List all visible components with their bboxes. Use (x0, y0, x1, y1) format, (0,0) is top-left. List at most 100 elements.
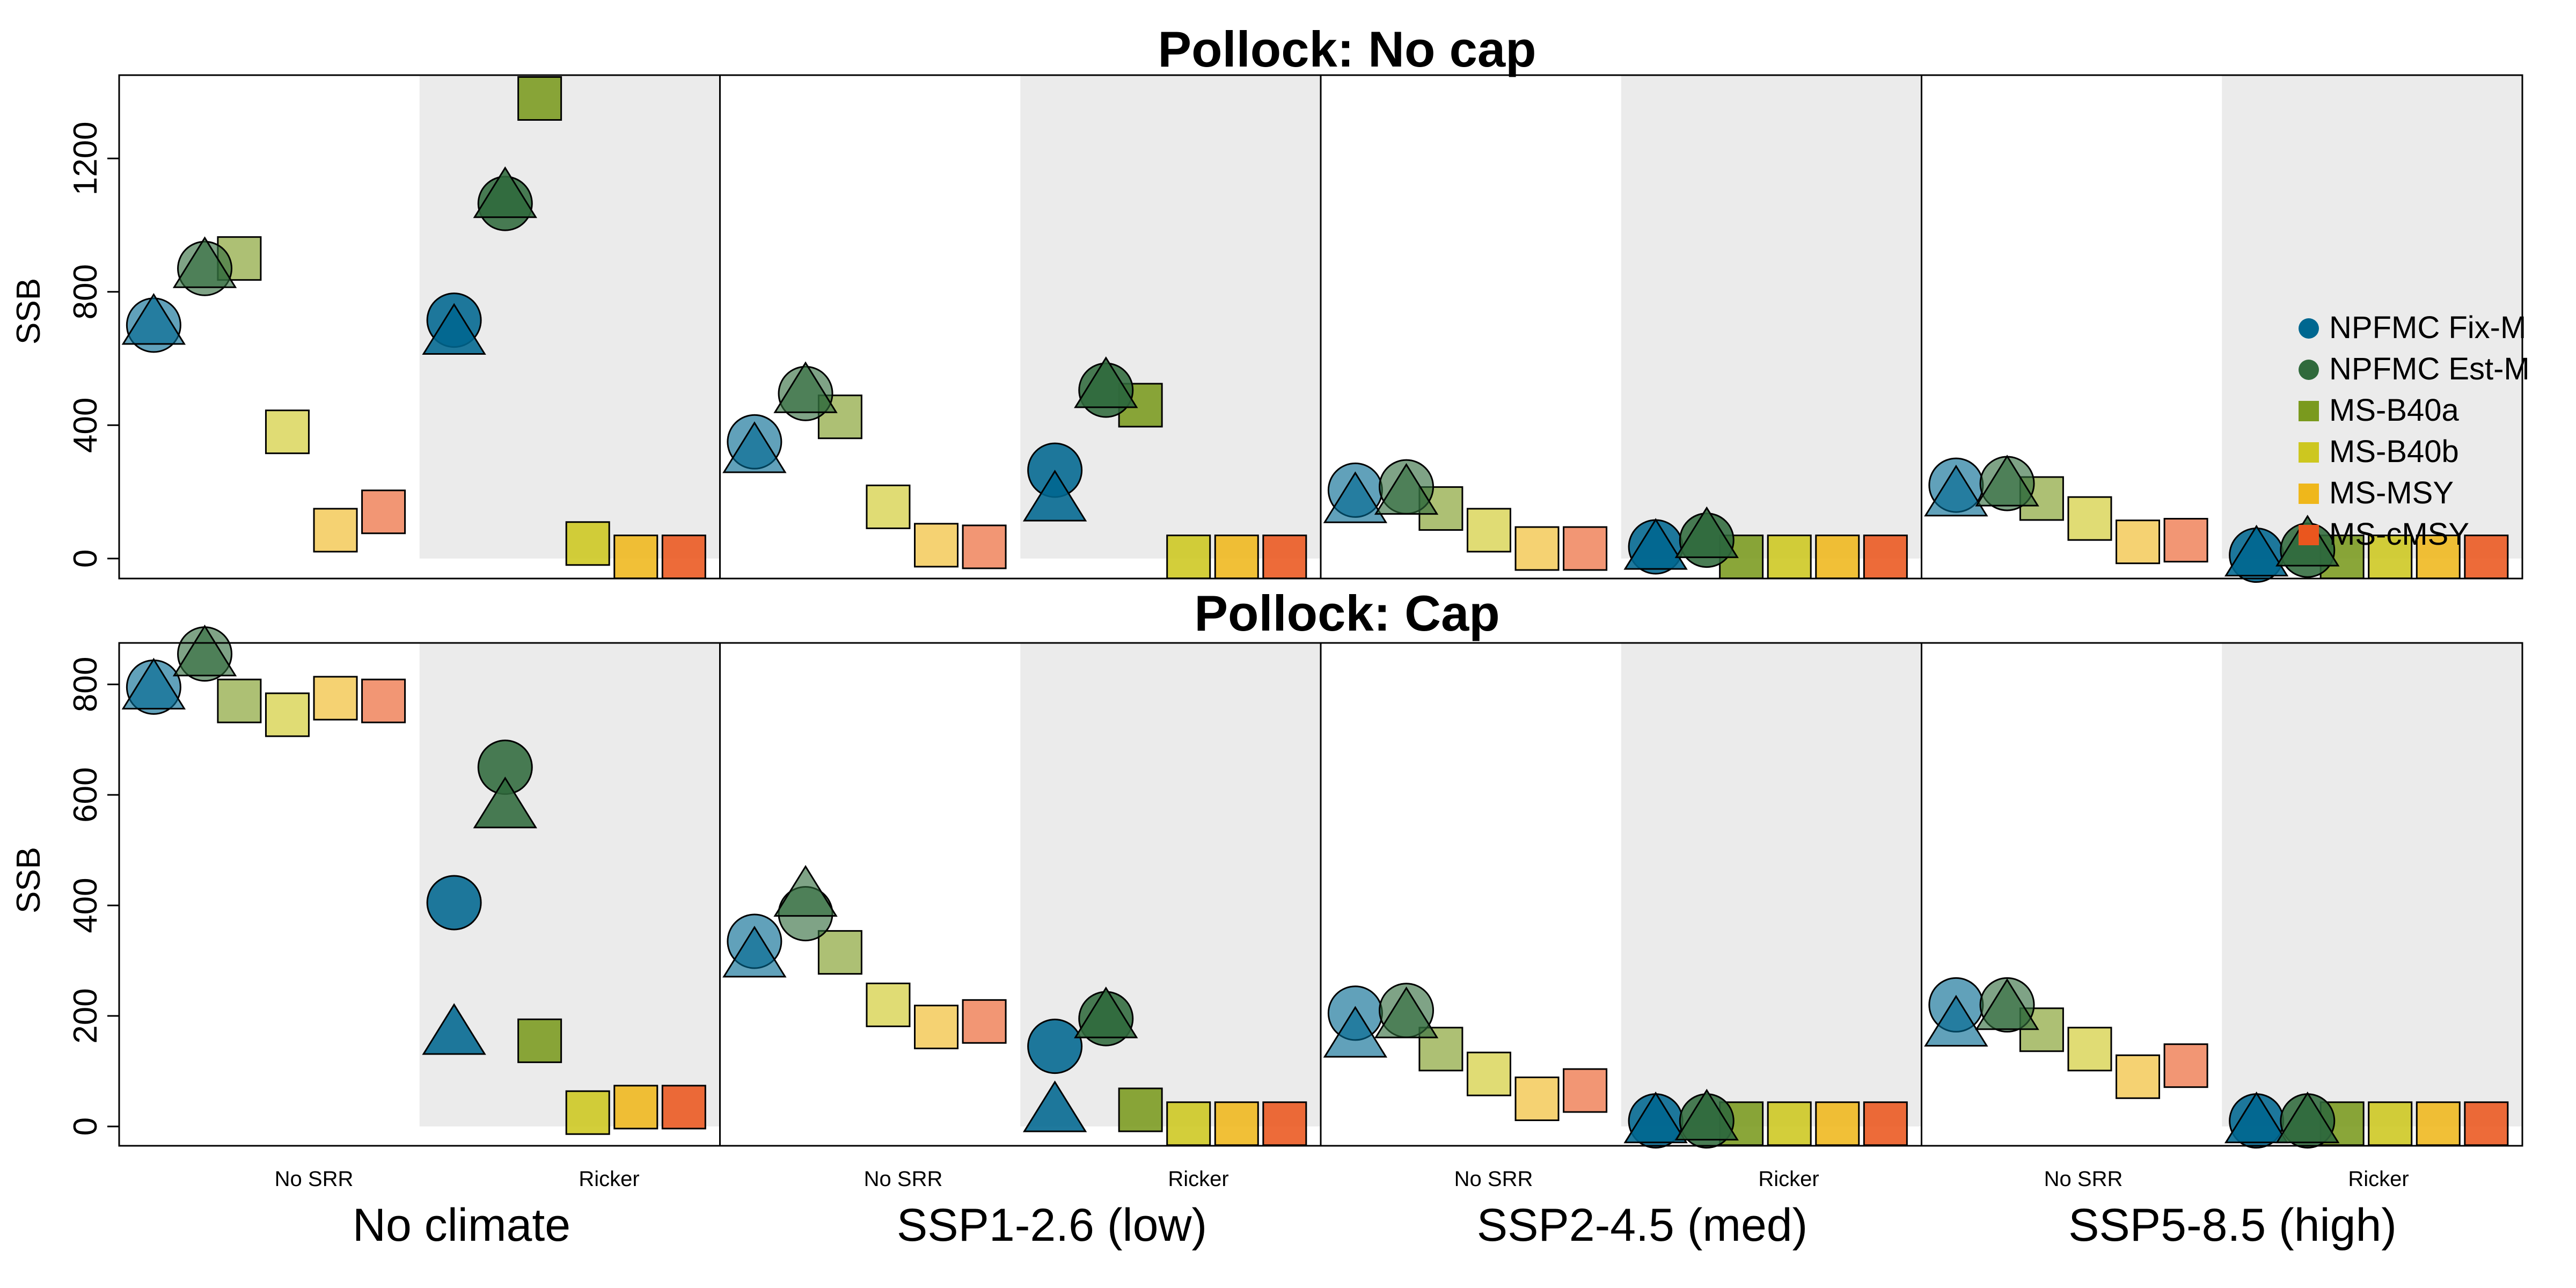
triangle-point (1323, 471, 1388, 523)
square-point (1767, 535, 1812, 580)
square-point (914, 523, 959, 568)
square-point (1262, 535, 1307, 580)
triangle-point (121, 657, 186, 709)
square-point (866, 982, 911, 1027)
square-point (1563, 526, 1608, 571)
triangle-point (1022, 470, 1087, 522)
square-point (962, 999, 1007, 1044)
scenario-label: SSP5-8.5 (high) (2068, 1199, 2397, 1251)
legend-marker-square (2299, 525, 2319, 545)
y-tick-label: 1200 (67, 121, 104, 195)
plot-frame (118, 74, 2523, 580)
square-point (565, 521, 610, 566)
triangle-point (473, 777, 537, 829)
square-point (1767, 1101, 1812, 1146)
panel-title-cap: Pollock: Cap (1194, 585, 1499, 641)
square-point (817, 930, 862, 975)
triangle-point (722, 421, 787, 473)
ricker-shade (2222, 75, 2522, 559)
triangle-point (1674, 1088, 1739, 1141)
square-point (1214, 1101, 1259, 1146)
triangle-point (1074, 986, 1138, 1038)
square-point (1863, 535, 1908, 580)
y-axis-title-no-cap: SSB (10, 278, 47, 345)
triangle-point (1374, 986, 1439, 1038)
triangle-point (2224, 524, 2289, 577)
square-point (2067, 1027, 2112, 1072)
legend-label: MS-B40b (2329, 434, 2459, 469)
y-tick-label: 200 (67, 988, 104, 1043)
square-point (1118, 1087, 1163, 1132)
srr-label: No SRR (275, 1167, 354, 1191)
y-tick-label: 400 (67, 877, 104, 933)
triangle-point (1022, 1080, 1087, 1132)
triangle-point (1975, 978, 2039, 1030)
square-point (2116, 519, 2161, 565)
triangle-point (2224, 1091, 2289, 1144)
srr-label: Ricker (2348, 1167, 2409, 1191)
square-point (1815, 1101, 1860, 1146)
legend-label: MS-MSY (2329, 475, 2454, 510)
triangle-point (1323, 1006, 1388, 1058)
triangle-point (1074, 356, 1138, 408)
y-tick-label: 600 (67, 767, 104, 822)
square-point (661, 1085, 706, 1130)
panel-cap: Pollock: Cap SSB 0 200 400 600 800 (10, 585, 2523, 1149)
square-point (565, 1090, 610, 1135)
square-point (2464, 535, 2509, 580)
square-point (1418, 1027, 1463, 1072)
legend-label: MS-cMSY (2329, 517, 2469, 552)
legend-marker-square (2299, 484, 2319, 504)
y-tick-label: 800 (67, 264, 104, 319)
triangle-point (2275, 1091, 2340, 1144)
triangle-point (121, 293, 186, 345)
square-point (313, 508, 358, 553)
square-point (361, 678, 406, 723)
square-point (265, 692, 310, 737)
srr-label: No SRR (864, 1167, 943, 1191)
triangle-point (1924, 464, 1988, 517)
square-point (962, 524, 1007, 569)
panel-no-cap: Pollock: No cap SSB 0 400 800 1200 (10, 21, 2523, 583)
scenario-label: No climate (353, 1199, 570, 1251)
plot-frame (118, 642, 2523, 1147)
square-point (1863, 1101, 1908, 1146)
square-point (1466, 1051, 1511, 1096)
circle-point (1027, 1019, 1083, 1074)
triangle-point (1623, 1091, 1688, 1144)
square-point (613, 535, 658, 580)
square-point (613, 1085, 658, 1130)
srr-label: No SRR (2044, 1167, 2123, 1191)
legend-marker-circle (2299, 318, 2319, 339)
square-point (2116, 1054, 2161, 1099)
square-point (2163, 1043, 2208, 1088)
square-point (1466, 508, 1511, 553)
ricker-shade (2222, 643, 2522, 1126)
square-point (1514, 526, 1560, 571)
square-point (2368, 1101, 2413, 1146)
square-point (866, 484, 911, 529)
triangle-point (722, 926, 787, 978)
triangle-point (1975, 455, 2039, 507)
square-point (1166, 535, 1211, 580)
legend-label: NPFMC Fix-M (2329, 310, 2526, 345)
scenario-label: SSP2-4.5 (med) (1477, 1199, 1808, 1251)
legend-label: MS-B40a (2329, 393, 2460, 428)
square-point (2067, 496, 2112, 541)
srr-label: Ricker (579, 1167, 639, 1191)
square-point (1262, 1101, 1307, 1146)
legend-marker-circle (2299, 360, 2319, 380)
triangle-point (172, 236, 237, 288)
square-point (361, 489, 406, 535)
srr-label: Ricker (1758, 1167, 1819, 1191)
square-point (517, 76, 562, 121)
square-point (1815, 535, 1860, 580)
square-point (2163, 518, 2208, 563)
y-tick-label: 400 (67, 398, 104, 453)
triangle-point (1924, 994, 1988, 1047)
y-tick-label: 0 (67, 549, 104, 567)
triangle-point (773, 865, 838, 917)
y-tick-label: 0 (67, 1117, 104, 1136)
square-point (1166, 1101, 1211, 1146)
square-point (914, 1005, 959, 1050)
